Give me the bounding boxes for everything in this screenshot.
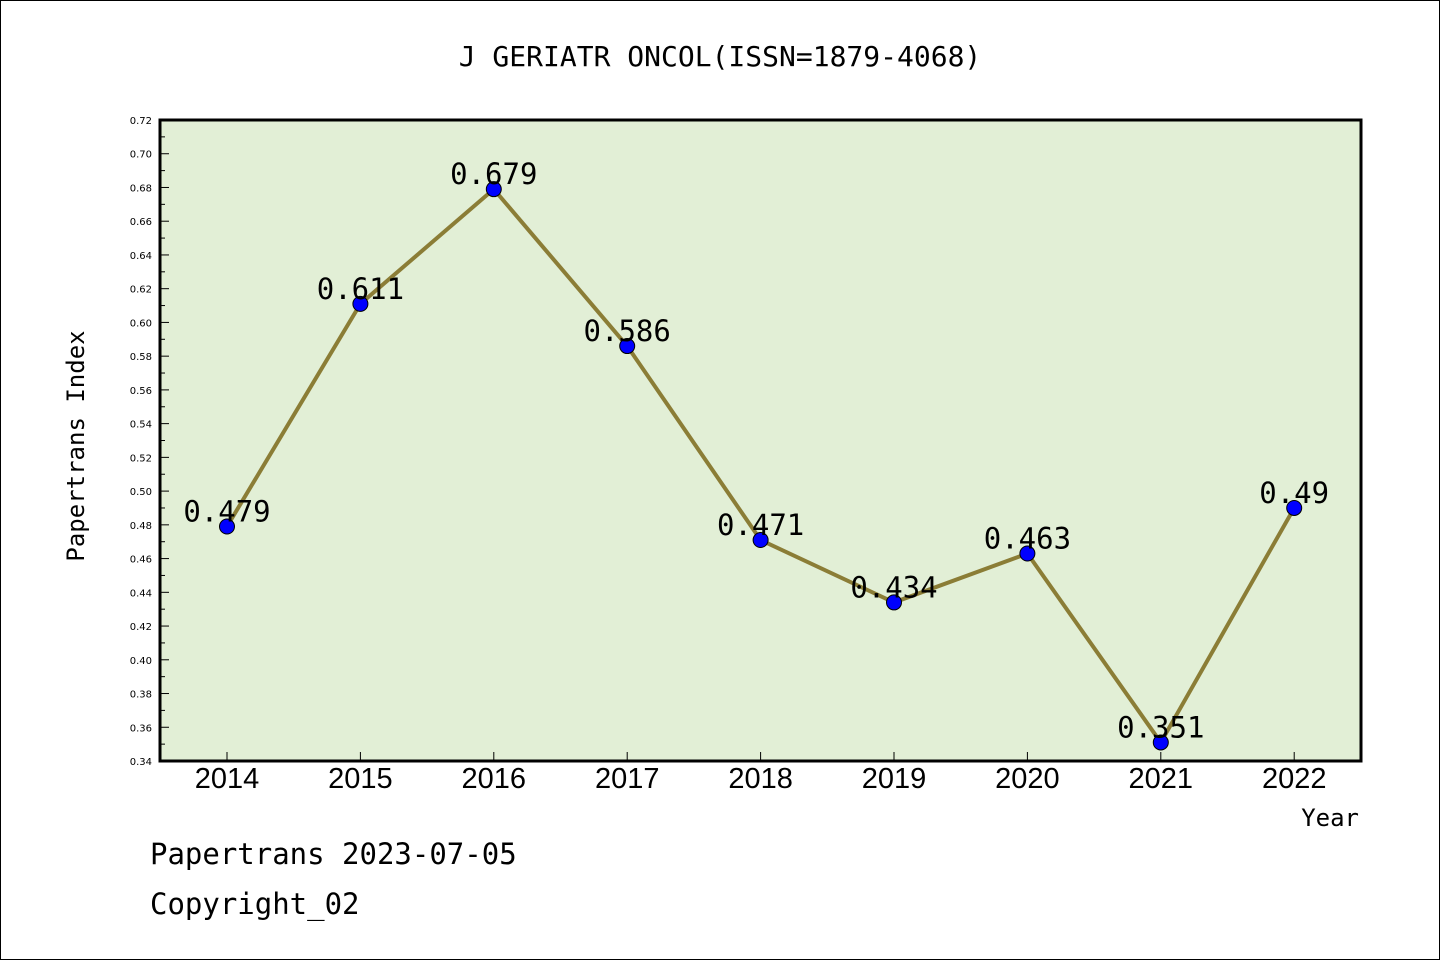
y-tick-label: 0.48	[130, 521, 152, 532]
x-tick-label: 2022	[1262, 763, 1327, 795]
x-tick-label: 2019	[862, 763, 927, 795]
x-tick-label: 2014	[195, 763, 260, 795]
data-label: 0.479	[183, 495, 270, 529]
data-label: 0.679	[450, 157, 537, 191]
y-tick-label: 0.70	[130, 150, 152, 161]
x-tick-label: 2015	[328, 763, 393, 795]
data-labels: 0.479 0.611 0.679 0.586 0.471 0.434 0.463 0.351…	[183, 157, 1329, 744]
y-tick-label: 0.50	[130, 487, 152, 498]
y-tick-label: 0.44	[130, 588, 152, 599]
data-point	[886, 594, 902, 611]
y-tick-label: 0.36	[130, 723, 152, 734]
x-tick-label: 2018	[728, 763, 793, 795]
series-markers	[219, 181, 1303, 751]
data-point	[752, 532, 769, 549]
data-label: 0.471	[717, 508, 804, 542]
y-tick-label: 0.38	[130, 690, 152, 701]
x-axis: 2014 2015 2016 2017 2018 2019 2020 2021 2022	[195, 752, 1327, 795]
data-label: 0.463	[984, 522, 1071, 556]
chart-title: J GERIATR ONCOL(ISSN=1879-4068)	[459, 40, 982, 73]
plot-area	[158, 118, 1363, 763]
y-tick-label: 0.46	[130, 555, 152, 566]
data-point	[1019, 545, 1036, 562]
y-tick-label: 0.66	[130, 217, 152, 228]
x-tick-label: 2017	[595, 763, 660, 795]
data-label: 0.611	[317, 272, 404, 306]
y-tick-label: 0.34	[130, 757, 152, 768]
data-point	[619, 338, 636, 355]
x-tick-label: 2020	[995, 763, 1060, 795]
y-tick-label: 0.52	[130, 453, 152, 464]
y-tick-label: 0.68	[130, 183, 152, 194]
y-tick-label: 0.62	[130, 285, 152, 296]
data-label: 0.586	[584, 314, 671, 348]
data-label: 0.434	[850, 570, 937, 604]
y-tick-label: 0.40	[130, 656, 152, 667]
data-point	[485, 181, 502, 198]
data-point	[1286, 499, 1303, 516]
y-tick-label: 0.72	[130, 116, 152, 127]
x-tick-label: 2016	[462, 763, 527, 795]
y-axis-label: Papertrans Index	[62, 330, 90, 561]
y-tick-label: 0.58	[130, 352, 152, 363]
footer-copyright: Copyright_02	[150, 887, 360, 922]
y-tick-label: 0.56	[130, 386, 152, 397]
y-tick-label: 0.42	[130, 622, 152, 633]
footer-date: Papertrans 2023-07-05	[150, 837, 517, 871]
y-axis: 0.34 0.36 0.38 0.40 0.42 0.44 0.46 0.48 0.50 0.52…	[130, 116, 169, 768]
data-point	[352, 295, 369, 312]
x-axis-label: Year	[1301, 804, 1359, 832]
y-tick-label: 0.64	[130, 251, 152, 262]
data-point	[1152, 734, 1169, 751]
x-tick-label: 2021	[1129, 763, 1194, 795]
data-label: 0.49	[1259, 476, 1329, 510]
data-label: 0.351	[1117, 710, 1204, 744]
y-tick-label: 0.60	[130, 318, 152, 329]
data-point	[219, 518, 235, 535]
y-tick-label: 0.54	[130, 420, 152, 431]
